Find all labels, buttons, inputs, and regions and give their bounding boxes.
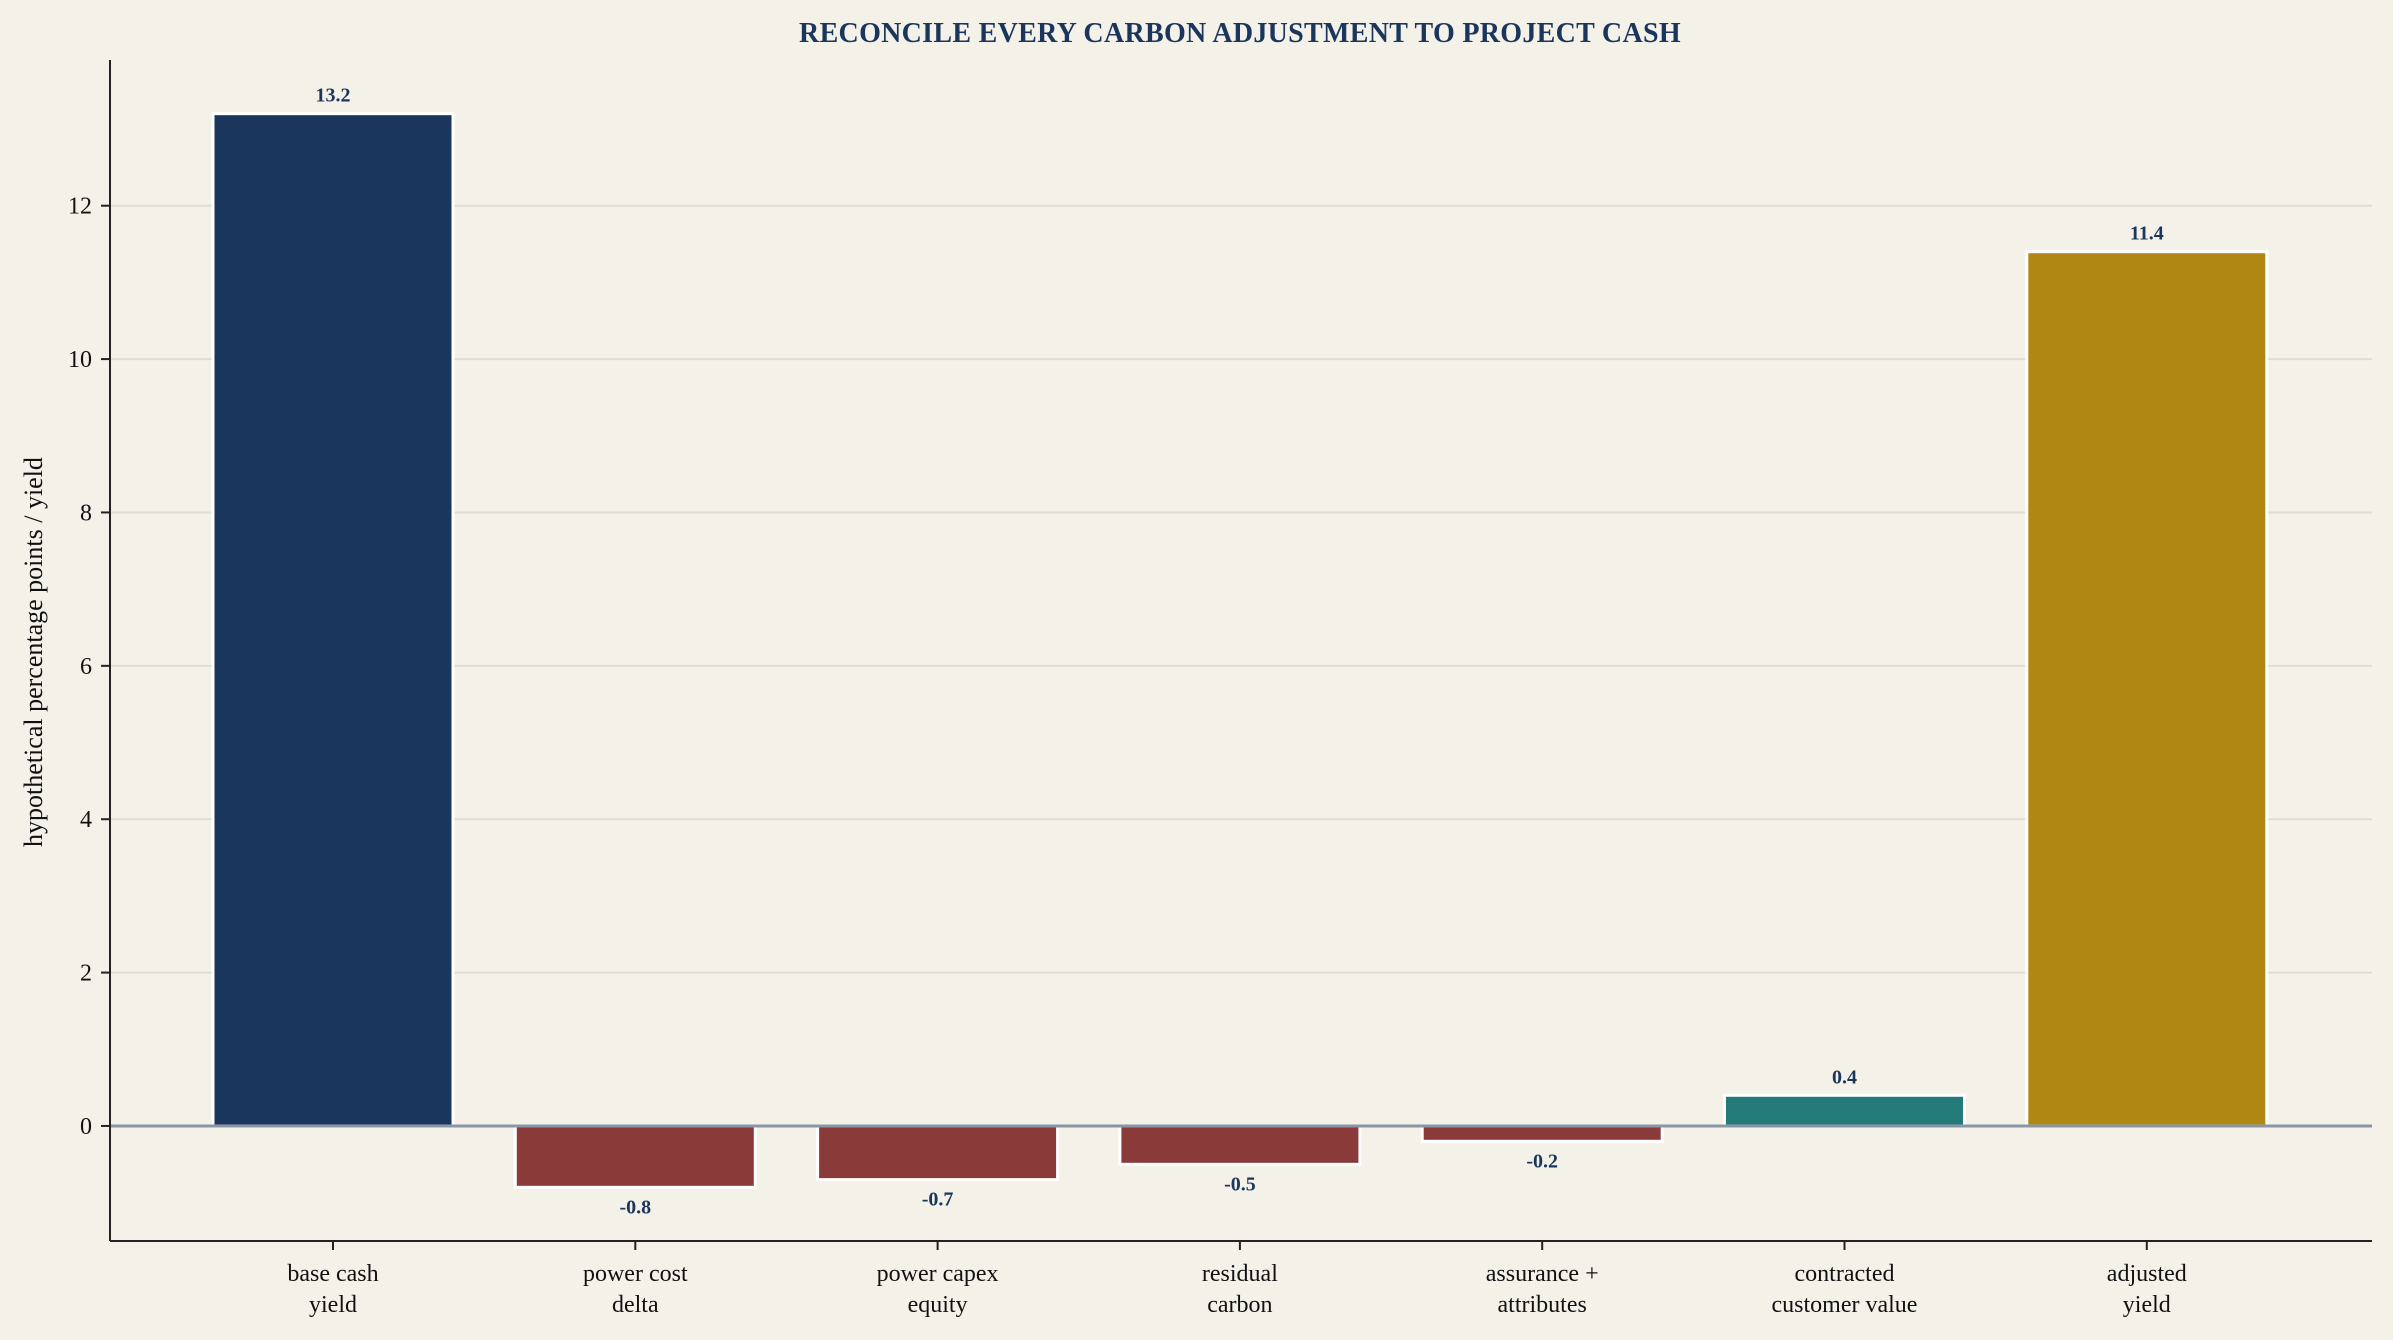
y-tick-label: 4 bbox=[80, 807, 92, 833]
x-tick-label: carbon bbox=[1207, 1292, 1272, 1318]
bar bbox=[1118, 1124, 1362, 1166]
x-tick-label: residual bbox=[1202, 1261, 1278, 1287]
data-label: -0.5 bbox=[1224, 1173, 1256, 1195]
y-tick-label: 0 bbox=[80, 1114, 92, 1140]
bar bbox=[513, 1124, 757, 1189]
x-tick-label: delta bbox=[612, 1292, 659, 1318]
data-label: 13.2 bbox=[316, 85, 351, 107]
x-tick-label: attributes bbox=[1498, 1292, 1587, 1318]
axes: 0 2 4 6 8 10 12 base cash yield power cost delta po… bbox=[68, 60, 2372, 1318]
y-tick-label: 12 bbox=[68, 194, 92, 220]
x-tick-label: yield bbox=[309, 1292, 357, 1318]
x-tick-label: power capex bbox=[877, 1261, 999, 1287]
data-labels: 13.2 -0.8 -0.7 -0.5 -0.2 0.4 11.4 bbox=[316, 85, 2164, 1219]
y-tick-label: 6 bbox=[80, 654, 92, 680]
x-tick-label: customer value bbox=[1772, 1292, 1918, 1318]
y-tick-label: 10 bbox=[68, 347, 92, 373]
data-label: 0.4 bbox=[1832, 1066, 1857, 1088]
bar bbox=[1723, 1093, 1966, 1128]
y-axis-label: hypothetical percentage points / yield bbox=[19, 457, 48, 847]
data-label: -0.2 bbox=[1526, 1150, 1558, 1172]
y-tick-label: 2 bbox=[80, 961, 92, 987]
y-tick-label: 8 bbox=[80, 500, 92, 526]
x-tick-label: power cost bbox=[583, 1261, 688, 1287]
data-label: 11.4 bbox=[2130, 223, 2164, 245]
gridlines bbox=[110, 204, 2372, 974]
chart-title: RECONCILE EVERY CARBON ADJUSTMENT TO PRO… bbox=[799, 18, 1681, 49]
x-tick-label: contracted bbox=[1795, 1261, 1895, 1287]
data-label: -0.8 bbox=[619, 1196, 651, 1218]
bar bbox=[211, 112, 455, 1128]
x-tick-label: base cash bbox=[287, 1261, 378, 1287]
x-tick-label: equity bbox=[908, 1292, 968, 1318]
x-tick-label: assurance + bbox=[1486, 1261, 1599, 1287]
bar bbox=[1420, 1124, 1664, 1143]
data-label: -0.7 bbox=[922, 1189, 954, 1211]
bars bbox=[211, 112, 2269, 1189]
bar bbox=[816, 1124, 1060, 1182]
bar bbox=[2025, 250, 2269, 1128]
x-tick-label: adjusted bbox=[2107, 1261, 2187, 1287]
x-tick-label: yield bbox=[2123, 1292, 2171, 1318]
